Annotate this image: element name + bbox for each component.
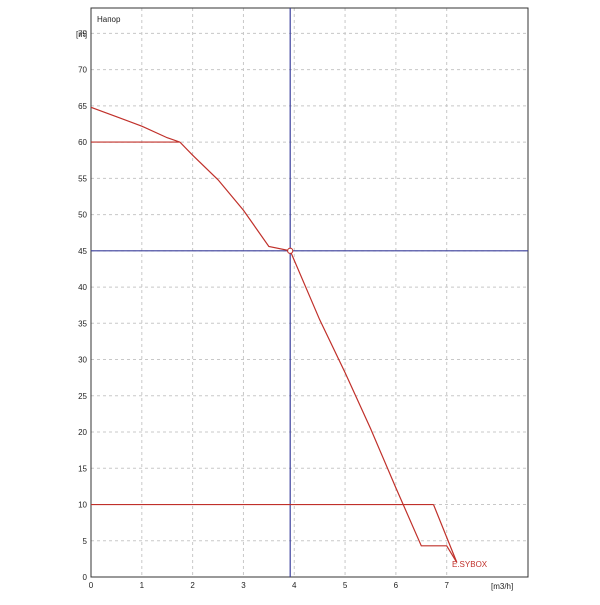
x-tick-label: 4 <box>292 581 297 590</box>
y-tick-label: 45 <box>78 247 87 256</box>
series-layer <box>90 106 458 563</box>
y-tick-label: 55 <box>78 174 87 183</box>
y-tick-label: 60 <box>78 138 87 147</box>
y-tick-label: 20 <box>78 428 87 437</box>
reference-lines <box>91 8 528 577</box>
operating-point-marker <box>287 247 294 254</box>
x-tick-label: 5 <box>343 581 348 590</box>
chart-title: Напор <box>97 15 121 24</box>
y-tick-label: 0 <box>83 573 88 582</box>
y-tick-label: 35 <box>78 319 87 328</box>
series-line-esybox <box>90 106 458 563</box>
y-tick-label: 75 <box>78 29 87 38</box>
x-tick-label: 0 <box>89 581 94 590</box>
plot-frame <box>90 7 529 578</box>
x-axis-label: [m3/h] <box>491 582 513 591</box>
y-tick-label: 70 <box>78 66 87 75</box>
y-tick-label: 15 <box>78 464 87 473</box>
y-tick-label: 10 <box>78 501 87 510</box>
y-tick-label: 65 <box>78 102 87 111</box>
y-tick-label: 30 <box>78 356 87 365</box>
x-tick-label: 6 <box>394 581 399 590</box>
y-tick-label: 25 <box>78 392 87 401</box>
x-tick-label: 3 <box>241 581 246 590</box>
y-axis-label: [m] <box>76 30 87 39</box>
y-tick-label: 50 <box>78 211 87 220</box>
x-tick-label: 1 <box>140 581 145 590</box>
series-cutoff-segment <box>432 504 458 563</box>
series-label-esybox: E.SYBOX <box>452 560 488 569</box>
y-tick-label: 5 <box>83 537 88 546</box>
grid <box>91 8 528 577</box>
y-tick-label: 40 <box>78 283 87 292</box>
x-tick-label: 7 <box>444 581 449 590</box>
x-tick-label: 2 <box>190 581 195 590</box>
